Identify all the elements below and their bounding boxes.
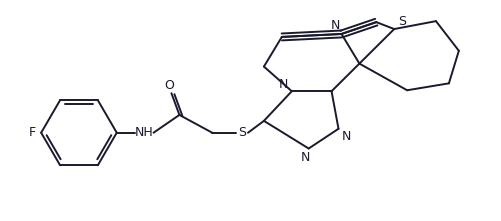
Text: N: N [301,151,311,164]
Text: F: F [29,126,36,139]
Text: N: N [331,19,340,32]
Text: NH: NH [135,126,154,139]
Text: N: N [279,78,289,91]
Text: O: O [164,79,174,92]
Text: S: S [398,15,406,28]
Text: N: N [342,130,351,143]
Text: S: S [238,126,246,139]
